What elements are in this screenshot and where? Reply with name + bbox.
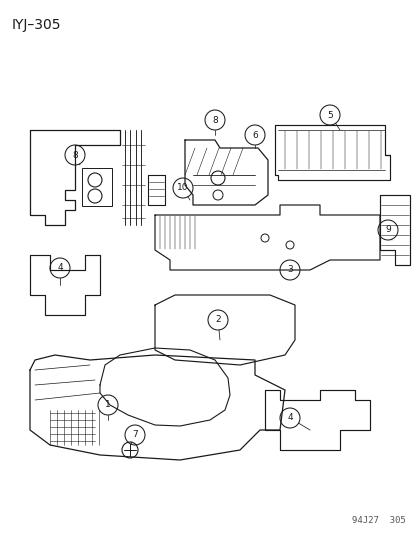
Text: 8: 8 — [211, 116, 217, 125]
Text: 4: 4 — [57, 263, 63, 272]
Text: 4: 4 — [287, 414, 292, 423]
Text: 6: 6 — [252, 131, 257, 140]
Text: 5: 5 — [326, 110, 332, 119]
Text: 7: 7 — [132, 431, 138, 440]
Text: 2: 2 — [215, 316, 220, 325]
Text: 3: 3 — [287, 265, 292, 274]
Text: 9: 9 — [384, 225, 390, 235]
Bar — [82, 168, 112, 206]
Text: 10: 10 — [177, 183, 188, 192]
Text: 8: 8 — [72, 150, 78, 159]
Text: 1: 1 — [105, 400, 111, 409]
Text: 94J27  305: 94J27 305 — [351, 516, 405, 525]
Text: IYJ–305: IYJ–305 — [12, 18, 62, 32]
